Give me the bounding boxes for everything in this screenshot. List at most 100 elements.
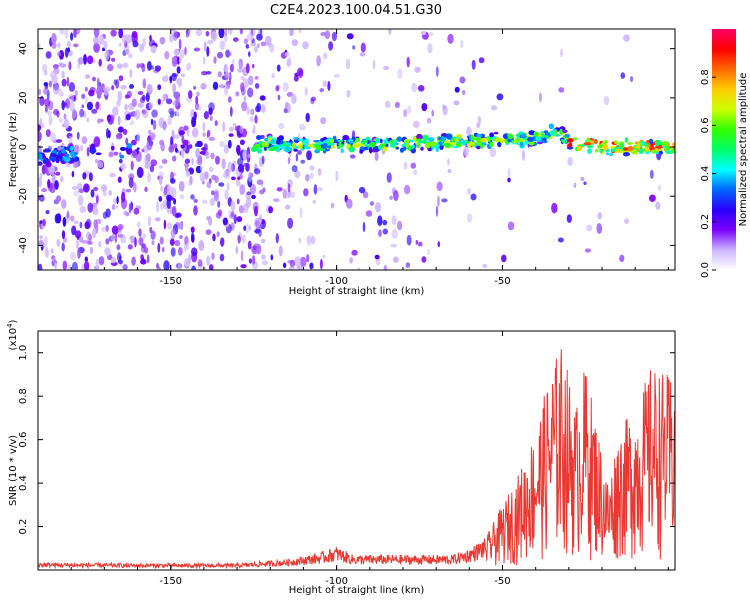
spectrogram-cell	[229, 133, 234, 137]
spectrogram-cell	[248, 172, 253, 183]
spectrogram-cell	[202, 200, 208, 204]
spectrogram-cell	[597, 223, 603, 234]
spectrogram-cell	[131, 257, 136, 266]
spectrogram-cell	[303, 188, 308, 196]
spectrogram-cell	[300, 160, 305, 164]
spectrogram-cell	[57, 111, 60, 118]
spectrogram-cell	[70, 50, 73, 57]
spectrogram-signal-cell	[120, 155, 124, 159]
spectrogram-cell	[147, 172, 151, 183]
spectrogram-cell	[111, 257, 116, 263]
spectrogram-cell	[179, 235, 183, 239]
spectrogram-signal-cell	[446, 133, 453, 139]
spectrogram-cell	[209, 137, 216, 141]
spectrogram-cell	[318, 168, 322, 176]
spectrogram-signal-cell	[559, 131, 563, 134]
spectrogram-cell	[551, 203, 557, 214]
spectrogram-cell	[38, 240, 43, 247]
spectrogram-signal-cell	[385, 141, 390, 143]
colorbar-tick-label: 0.8	[700, 69, 711, 85]
spectrogram-signal-cell	[623, 147, 628, 150]
spectrogram-cell	[85, 74, 90, 79]
spectrogram-signal-cell	[425, 142, 431, 148]
spectrogram-signal-cell	[369, 142, 376, 148]
spectrogram-cell	[91, 189, 95, 197]
spectrogram-cell	[164, 220, 166, 230]
spectrogram-cell	[107, 114, 112, 122]
colorbar-tick-label: 0.0	[700, 262, 711, 278]
spectrogram-cell	[370, 201, 374, 205]
spectrogram-cell	[40, 235, 43, 239]
spectrogram-cell	[261, 104, 265, 113]
spectrogram-cell	[206, 255, 210, 265]
spectrogram-cell	[163, 121, 167, 131]
spectrogram-cell	[120, 85, 126, 90]
spectrogram-cell	[170, 136, 173, 145]
spectrogram-signal-cell	[609, 153, 613, 157]
spectrogram-cell	[361, 43, 366, 53]
spectrogram-cell	[174, 49, 180, 56]
spectrogram-signal-cell	[378, 145, 382, 149]
spectrogram-cell	[46, 210, 50, 214]
spectrogram-cell	[246, 44, 249, 49]
spectrogram-cell	[105, 208, 111, 217]
spectrogram-cell	[74, 221, 79, 225]
spectrogram-cell	[212, 234, 215, 242]
spectrogram-cell	[44, 98, 50, 106]
spectrogram-cell	[314, 184, 318, 195]
spectrogram-cell	[210, 198, 215, 206]
snr-y-tick-label: 0.4	[18, 475, 29, 491]
spectrogram-cell	[224, 189, 228, 200]
spectrogram-signal-cell	[428, 137, 434, 142]
spectrogram-cell	[51, 75, 58, 85]
spectrogram-cell	[411, 83, 417, 93]
spectrogram-cell	[254, 115, 257, 124]
spectrogram-cell	[194, 199, 198, 203]
spectrogram-signal-cell	[537, 142, 543, 145]
spectrogram-signal-cell	[625, 137, 628, 143]
spectrogram-cell	[41, 188, 47, 192]
spectrogram-cell	[414, 67, 421, 73]
spectrogram-signal-cell	[308, 144, 315, 147]
spectrogram-cell	[287, 218, 293, 229]
spectrogram-cell	[323, 53, 327, 59]
spectrogram-cell	[327, 81, 330, 91]
spectrogram-cell	[248, 51, 250, 57]
snr-x-tick-label: -50	[494, 576, 510, 587]
spectrogram-cell	[191, 266, 196, 273]
spectrogram-cell	[350, 154, 356, 158]
spectrogram-cell	[172, 206, 177, 217]
spectrogram-cell	[157, 84, 161, 90]
spectrogram-cell	[138, 91, 144, 95]
spectrogram-cell	[49, 115, 53, 125]
spectrogram-cell	[132, 150, 137, 158]
spectrogram-cell	[191, 117, 196, 128]
spectrogram-cell	[198, 259, 203, 266]
spectrogram-cell	[166, 98, 172, 104]
spectrogram-cell	[246, 63, 250, 73]
spectrogram-cell	[462, 90, 465, 95]
spectrogram-cell	[583, 181, 586, 185]
spectrogram-cell	[137, 63, 140, 68]
spectrogram-cell	[247, 34, 254, 41]
spectrogram-cell	[279, 245, 283, 256]
spectrogram-cell	[244, 96, 247, 102]
spectrogram-cell	[288, 183, 291, 192]
spectrogram-cell	[129, 203, 132, 214]
spectrogram-cell	[278, 123, 284, 129]
spectrogram-cell	[359, 187, 365, 193]
spectrogram-cell	[393, 257, 399, 263]
spectrogram-cell	[455, 87, 460, 93]
spectrogram-cell	[118, 177, 122, 183]
spectrogram-signal-cell	[372, 149, 377, 152]
spectrogram-cell	[429, 32, 433, 36]
spectrogram-cell	[104, 247, 110, 256]
spectrogram-cell	[375, 152, 379, 161]
spectrogram-cell	[46, 51, 52, 59]
spectrogram-signal-cell	[543, 137, 547, 142]
spectrogram-cell	[73, 44, 78, 48]
spectrogram-cell	[97, 118, 100, 124]
spectrogram-cell	[252, 64, 255, 68]
spectrogram-signal-cell	[264, 147, 267, 151]
spectrogram-signal-cell	[584, 142, 591, 145]
